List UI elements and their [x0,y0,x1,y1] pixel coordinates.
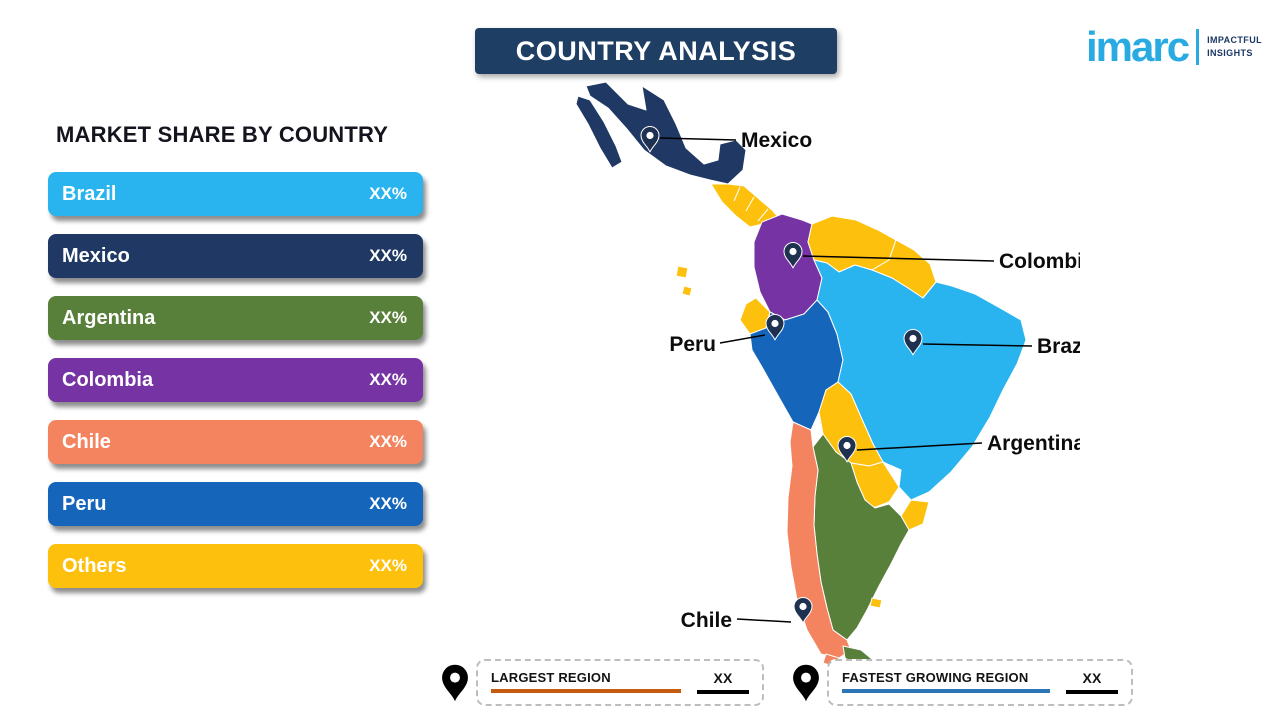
map-region-falkland-islands [869,597,883,609]
market-share-bar-mexico: Mexico XX% [48,234,423,278]
leader-line-chile [736,618,792,623]
bar-country-label: Chile [62,430,111,453]
imarc-logo: imarc IMPACTFUL INSIGHTS [1086,26,1262,68]
legend-label: LARGEST REGION [491,670,611,685]
imarc-logo-text: imarc [1085,23,1190,70]
map-region-baja-california [575,95,623,169]
bar-country-label: Peru [62,492,107,515]
market-share-bar-colombia: Colombia XX% [48,358,423,402]
map-region-pacific-island-1 [675,265,689,279]
latin-america-map: Mexico Colombia Peru Brazil Argentina Ch… [575,81,1080,668]
market-share-bar-chile: Chile XX% [48,420,423,464]
legend-value: XX [1082,670,1102,686]
bar-country-label: Argentina [62,306,156,329]
bar-value: XX% [369,308,407,327]
market-share-heading: MARKET SHARE BY COUNTRY [56,122,389,147]
legend-fastest-growing-region: FASTEST GROWING REGION XX [792,659,1133,706]
legend-largest-region: LARGEST REGION XX [441,659,764,706]
central-america-border [733,186,741,202]
market-share-list: Brazil XX% Mexico XX% Argentina XX% Colo… [48,172,423,588]
map-label-peru: Peru [669,333,716,356]
map-region-pacific-island-2 [681,285,693,297]
central-america-border [757,208,769,222]
legend-box: FASTEST GROWING REGION XX [827,659,1133,706]
legend-value: XX [713,670,733,686]
bar-country-label: Colombia [62,368,154,391]
logo-tagline-line2: INSIGHTS [1207,48,1253,58]
market-share-bar-brazil: Brazil XX% [48,172,423,216]
market-share-bar-argentina: Argentina XX% [48,296,423,340]
bar-country-label: Others [62,554,127,577]
leader-line-brazil [922,343,1033,347]
bar-value: XX% [369,184,407,203]
bar-country-label: Brazil [62,182,117,205]
legend-box: LARGEST REGION XX [476,659,764,706]
logo-tagline: IMPACTFUL INSIGHTS [1207,34,1262,59]
location-pin-icon [442,664,468,701]
bar-value: XX% [369,246,407,265]
market-share-bar-peru: Peru XX% [48,482,423,526]
map-region-uruguay [900,499,930,531]
bar-value: XX% [369,494,407,513]
leader-line-mexico [659,137,737,141]
legend-underline [842,689,1050,693]
page-title: COUNTRY ANALYSIS [475,28,837,74]
legend-label: FASTEST GROWING REGION [842,670,1029,685]
map-label-colombia: Colombia [999,250,1080,273]
map-label-argentina: Argentina [987,432,1080,455]
leader-line-argentina [856,442,983,451]
bar-value: XX% [369,556,407,575]
leader-line-peru [719,334,766,344]
map-label-mexico: Mexico [741,129,812,152]
legend-underline [491,689,681,693]
bar-value: XX% [369,370,407,389]
location-pin-icon [793,664,819,701]
logo-tagline-line1: IMPACTFUL [1207,35,1262,46]
legend-value-underline [697,690,749,694]
logo-divider [1196,29,1200,65]
map-label-chile: Chile [681,609,732,632]
central-america-border [745,196,755,212]
map-label-brazil: Brazil [1037,335,1080,358]
bar-country-label: Mexico [62,244,130,267]
leader-line-colombia [802,255,995,262]
market-share-bar-others: Others XX% [48,544,423,588]
legend-value-underline [1066,690,1118,694]
bar-value: XX% [369,432,407,451]
